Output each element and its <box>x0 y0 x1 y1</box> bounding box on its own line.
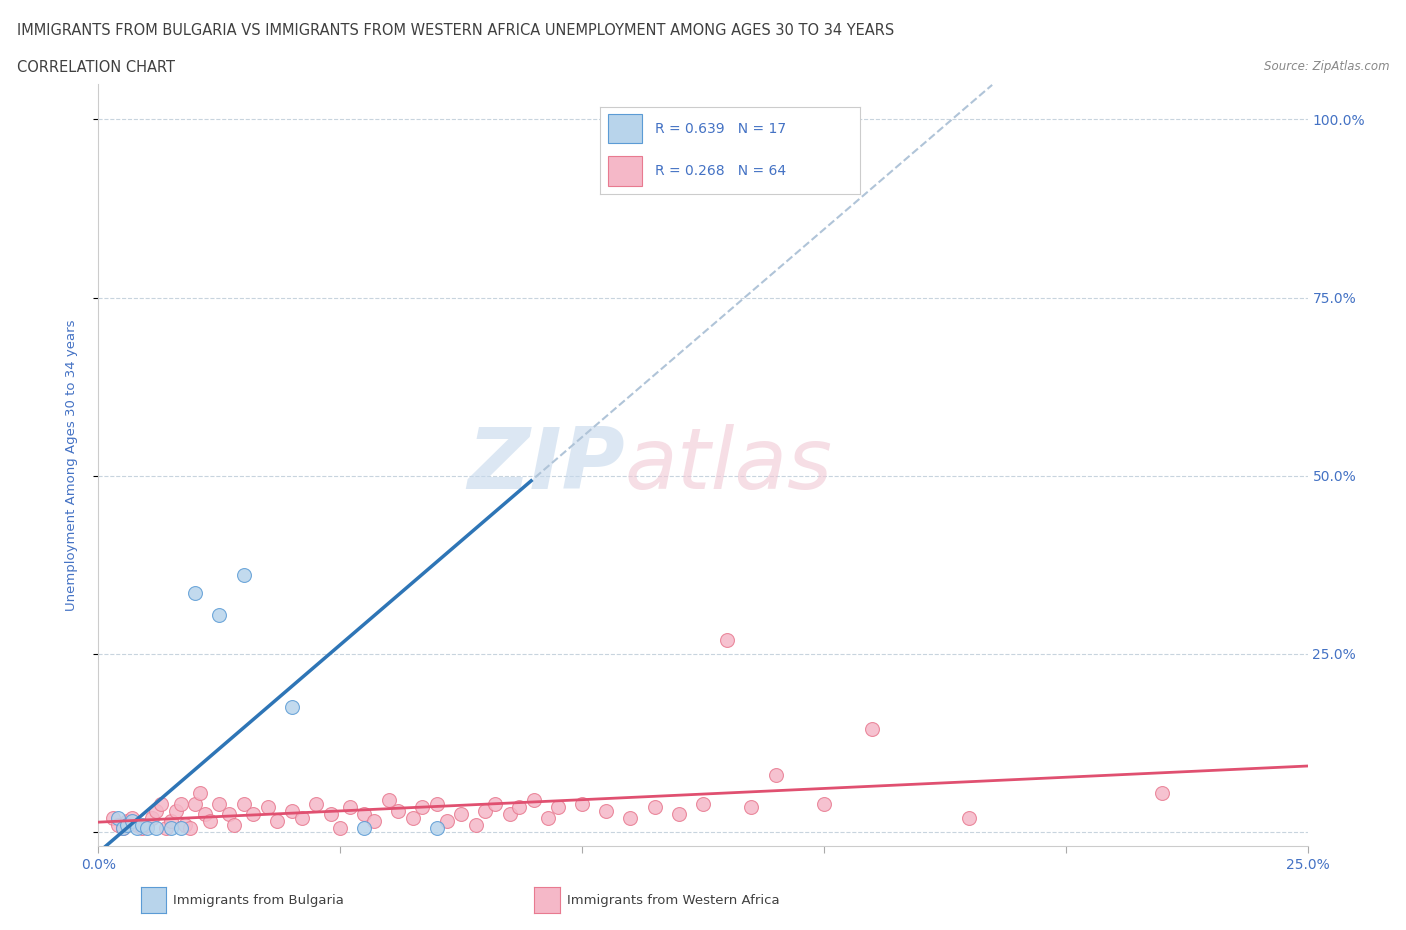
Point <box>160 814 183 829</box>
Point <box>692 796 714 811</box>
Point <box>436 814 458 829</box>
Point <box>208 607 231 622</box>
Point <box>135 821 157 836</box>
Point <box>547 800 569 815</box>
Point <box>141 810 163 825</box>
Point <box>281 700 304 715</box>
Text: Immigrants from Western Africa: Immigrants from Western Africa <box>567 894 779 907</box>
Point <box>464 817 486 832</box>
Point <box>290 810 312 825</box>
Text: IMMIGRANTS FROM BULGARIA VS IMMIGRANTS FROM WESTERN AFRICA UNEMPLOYMENT AMONG AG: IMMIGRANTS FROM BULGARIA VS IMMIGRANTS F… <box>17 23 894 38</box>
Point <box>127 817 149 832</box>
Point <box>232 796 254 811</box>
Point <box>305 796 328 811</box>
Point <box>740 800 762 815</box>
Point <box>498 807 520 822</box>
Point <box>957 810 980 825</box>
Point <box>339 800 361 815</box>
Point <box>111 821 134 836</box>
Point <box>474 804 496 818</box>
Point <box>387 804 409 818</box>
Point <box>127 821 149 836</box>
Point <box>107 810 129 825</box>
Bar <box>607 113 641 143</box>
Point <box>184 586 207 601</box>
Point <box>150 796 173 811</box>
Point <box>402 810 425 825</box>
Point <box>184 796 207 811</box>
Point <box>222 817 245 832</box>
Point <box>450 807 472 822</box>
Point <box>426 821 449 836</box>
Point <box>537 810 560 825</box>
Point <box>595 804 617 818</box>
Point <box>256 800 278 815</box>
Point <box>145 804 167 818</box>
Point <box>329 821 352 836</box>
Point <box>765 767 787 782</box>
Point <box>160 821 183 836</box>
Text: R = 0.268   N = 64: R = 0.268 N = 64 <box>655 164 786 178</box>
Point <box>619 810 641 825</box>
Point <box>121 814 143 829</box>
Point <box>266 814 288 829</box>
Point <box>101 810 124 825</box>
Point <box>281 804 304 818</box>
Point <box>179 821 201 836</box>
Point <box>353 807 375 822</box>
Point <box>117 814 139 829</box>
Point <box>218 807 240 822</box>
Point <box>860 722 883 737</box>
Point <box>208 796 231 811</box>
Point <box>319 807 342 822</box>
Point <box>377 792 399 807</box>
Point <box>107 817 129 832</box>
Point <box>353 821 375 836</box>
Point <box>484 796 506 811</box>
Point <box>131 821 153 836</box>
Text: atlas: atlas <box>624 423 832 507</box>
Point <box>169 796 191 811</box>
Text: R = 0.639   N = 17: R = 0.639 N = 17 <box>655 122 786 136</box>
Point <box>165 804 187 818</box>
Point <box>169 821 191 836</box>
Text: CORRELATION CHART: CORRELATION CHART <box>17 60 174 75</box>
Point <box>426 796 449 811</box>
Point <box>131 817 153 832</box>
Point <box>508 800 530 815</box>
Point <box>198 814 221 829</box>
Point <box>644 800 666 815</box>
Point <box>121 810 143 825</box>
Point <box>1152 786 1174 801</box>
Point <box>111 821 134 836</box>
Point <box>145 821 167 836</box>
Point <box>523 792 546 807</box>
Point <box>363 814 385 829</box>
Point <box>188 786 211 801</box>
Text: Source: ZipAtlas.com: Source: ZipAtlas.com <box>1264 60 1389 73</box>
Point <box>135 817 157 832</box>
Bar <box>607 155 641 185</box>
Point <box>194 807 217 822</box>
Point <box>117 817 139 832</box>
Point <box>232 568 254 583</box>
Point <box>242 807 264 822</box>
Point <box>765 112 787 126</box>
Point <box>155 821 177 836</box>
Y-axis label: Unemployment Among Ages 30 to 34 years: Unemployment Among Ages 30 to 34 years <box>65 319 77 611</box>
Point <box>813 796 835 811</box>
Point <box>411 800 433 815</box>
Point <box>668 807 690 822</box>
Point <box>174 817 197 832</box>
Point <box>716 632 738 647</box>
Point <box>571 796 593 811</box>
Text: ZIP: ZIP <box>467 423 624 507</box>
Text: Immigrants from Bulgaria: Immigrants from Bulgaria <box>173 894 344 907</box>
